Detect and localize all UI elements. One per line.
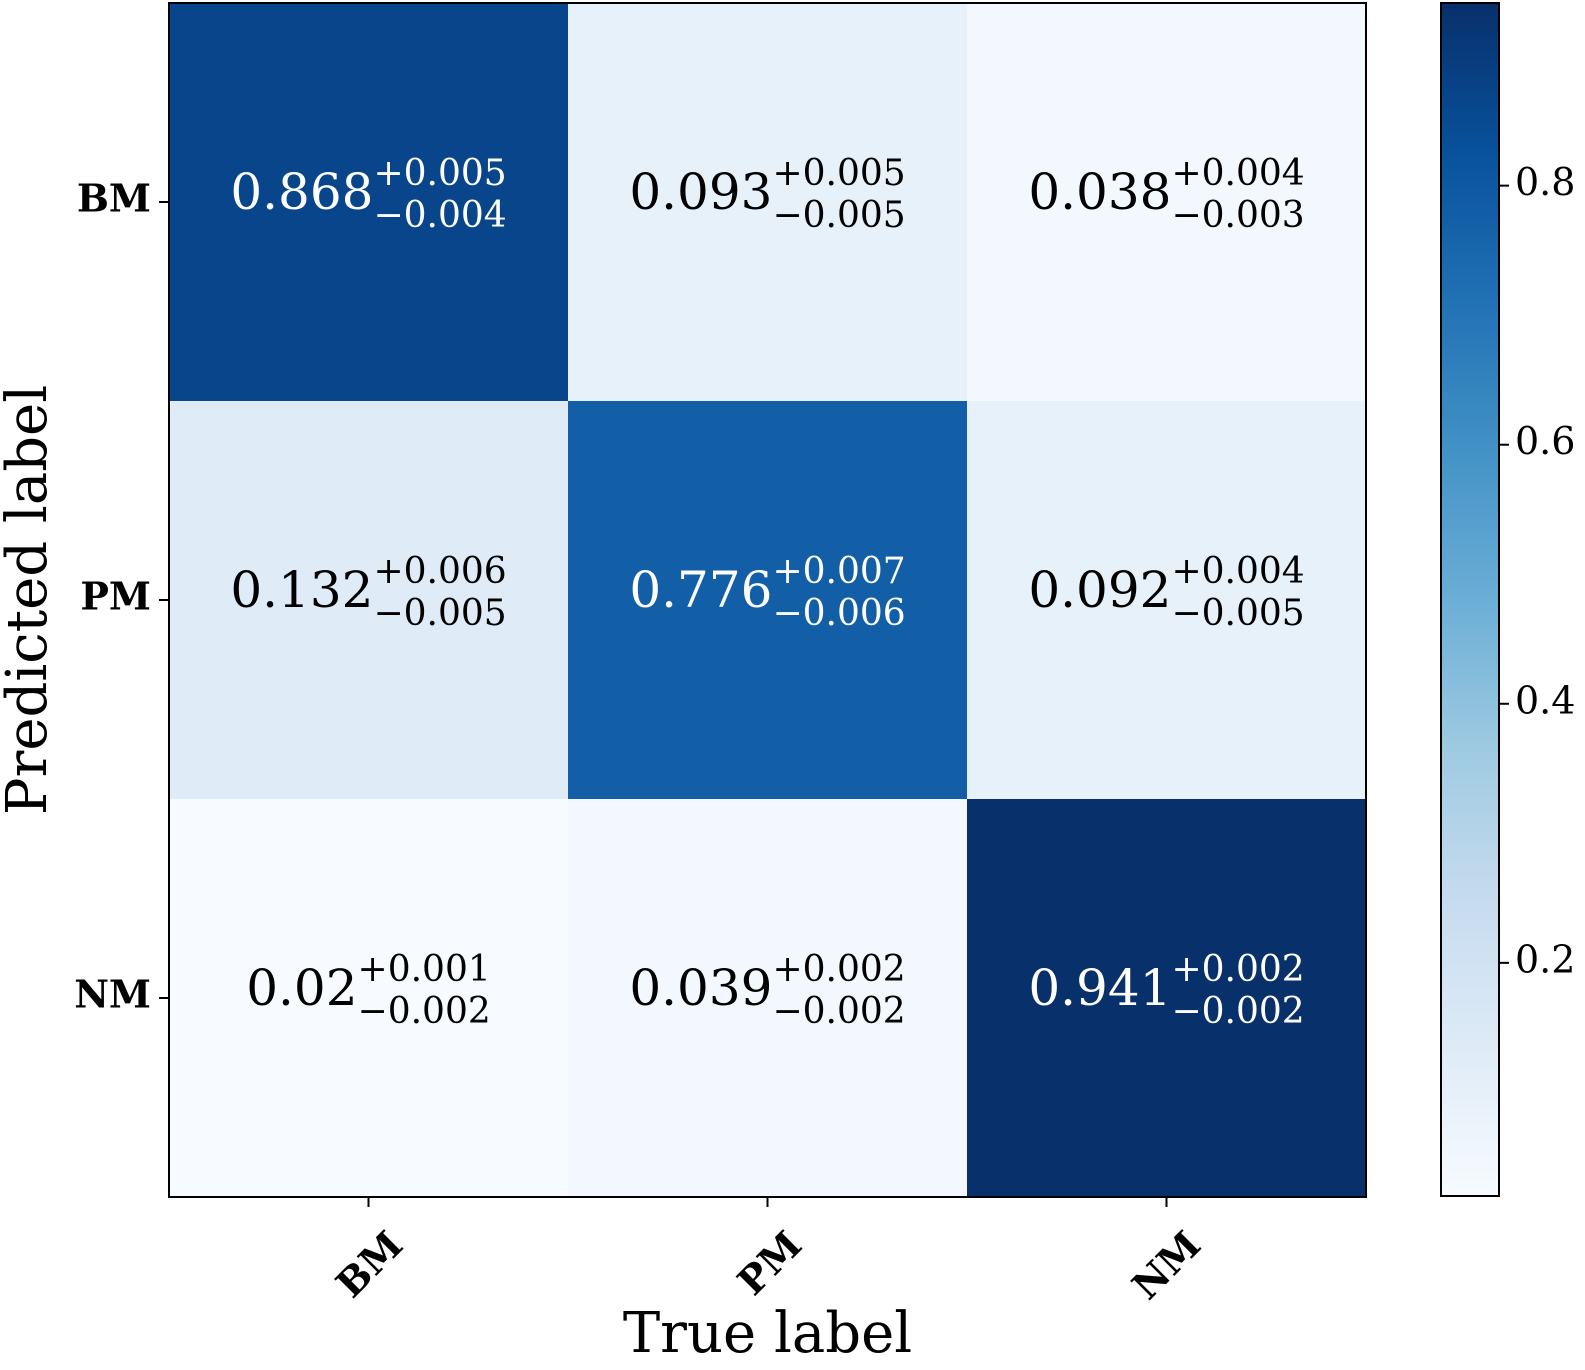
colorbar: 0.2 0.4 0.6 0.8 bbox=[1440, 2, 1575, 1197]
heatmap-cell-0-0 bbox=[169, 3, 569, 402]
cell-error-minus: −0.005 bbox=[772, 195, 905, 236]
cell-value: 0.941 bbox=[1028, 959, 1171, 1017]
cell-error-minus: −0.002 bbox=[1171, 991, 1304, 1032]
cell-error-plus: +0.004 bbox=[1171, 551, 1304, 592]
cell-error-plus: +0.006 bbox=[373, 551, 506, 592]
x-tick-label-bm: BM bbox=[327, 1222, 411, 1306]
cell-error-plus: +0.005 bbox=[772, 153, 905, 194]
cell-value: 0.132 bbox=[230, 561, 373, 619]
x-tick-label-nm: NM bbox=[1123, 1222, 1209, 1308]
heatmap-cell-0-2 bbox=[967, 3, 1367, 402]
colorbar-fill bbox=[1441, 3, 1499, 1196]
heatmap-cell-0-1 bbox=[568, 3, 968, 402]
x-axis-title: True label bbox=[623, 1301, 912, 1366]
cell-label-2-2: 0.941 +0.002−0.002 bbox=[1028, 949, 1304, 1032]
y-tick-label-pm: PM bbox=[80, 574, 151, 619]
cell-label-1-1: 0.776 +0.007−0.006 bbox=[629, 551, 905, 634]
cell-error-plus: +0.002 bbox=[1171, 949, 1304, 990]
cell-error-plus: +0.007 bbox=[772, 551, 905, 592]
cell-label-0-1: 0.093 +0.005−0.005 bbox=[629, 153, 905, 236]
cell-label-1-0: 0.132 +0.006−0.005 bbox=[230, 551, 506, 634]
cell-error-plus: +0.004 bbox=[1171, 153, 1304, 194]
colorbar-tick-label: 0.8 bbox=[1515, 160, 1575, 204]
cell-error-plus: +0.005 bbox=[373, 153, 506, 194]
cell-error-plus: +0.001 bbox=[358, 949, 491, 990]
y-axis-title: Predicted label bbox=[0, 385, 60, 815]
cell-label-2-1: 0.039 +0.002−0.002 bbox=[629, 949, 905, 1032]
colorbar-frame bbox=[1440, 2, 1500, 1197]
cell-error-plus: +0.002 bbox=[772, 949, 905, 990]
cell-error-minus: −0.006 bbox=[772, 593, 905, 634]
heatmap-cell-labels: 0.868 +0.005−0.004 0.093 +0.005−0.005 0.038 +… bbox=[230, 153, 1304, 1032]
cell-error-minus: −0.002 bbox=[772, 991, 905, 1032]
cell-label-1-2: 0.092 +0.004−0.005 bbox=[1028, 551, 1304, 634]
cell-label-2-0: 0.02 +0.001−0.002 bbox=[246, 949, 491, 1032]
heatmap-cell-2-2 bbox=[967, 799, 1367, 1198]
cell-value: 0.038 bbox=[1028, 163, 1171, 221]
heatmap-cell-1-0 bbox=[169, 401, 569, 800]
cell-value: 0.868 bbox=[230, 163, 373, 221]
cell-value: 0.776 bbox=[629, 561, 772, 619]
cell-value: 0.093 bbox=[629, 163, 772, 221]
cell-value: 0.039 bbox=[629, 959, 772, 1017]
cell-error-minus: −0.005 bbox=[373, 593, 506, 634]
y-tick-label-nm: NM bbox=[74, 972, 151, 1017]
heatmap-cells bbox=[169, 3, 1367, 1198]
colorbar-tick-label: 0.4 bbox=[1515, 678, 1575, 722]
cell-error-minus: −0.004 bbox=[373, 195, 506, 236]
cell-label-0-0: 0.868 +0.005−0.004 bbox=[230, 153, 506, 236]
x-axis-ticks: BM PM NM bbox=[327, 1197, 1209, 1308]
cell-error-minus: −0.003 bbox=[1171, 195, 1304, 236]
x-tick-label-pm: PM bbox=[728, 1222, 810, 1304]
cell-error-minus: −0.005 bbox=[1171, 593, 1304, 634]
heatmap-cell-2-1 bbox=[568, 799, 968, 1198]
cell-value: 0.092 bbox=[1028, 561, 1171, 619]
cell-label-0-2: 0.038 +0.004−0.003 bbox=[1028, 153, 1304, 236]
heatmap-cell-1-1 bbox=[568, 401, 968, 800]
colorbar-tick-label: 0.6 bbox=[1515, 419, 1575, 463]
y-axis-ticks: BM PM NM bbox=[74, 176, 169, 1017]
cell-error-minus: −0.002 bbox=[358, 991, 491, 1032]
heatmap-cell-1-2 bbox=[967, 401, 1367, 800]
colorbar-tick-label: 0.2 bbox=[1515, 937, 1575, 981]
heatmap-cell-2-0 bbox=[169, 799, 569, 1198]
cell-value: 0.02 bbox=[246, 959, 357, 1017]
y-tick-label-bm: BM bbox=[77, 176, 151, 221]
